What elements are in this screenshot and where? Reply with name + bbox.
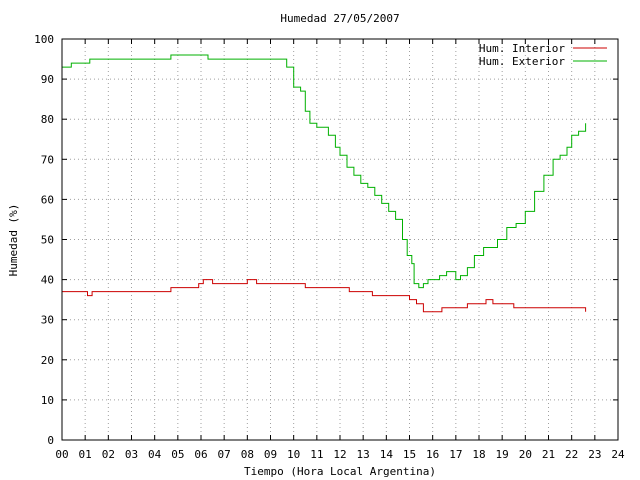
axis-ticks — [61, 38, 619, 441]
x-tick-label: 01 — [79, 448, 92, 461]
series-line-exterior — [62, 54, 587, 289]
x-tick-label: 09 — [264, 448, 277, 461]
y-tick-label: 30 — [41, 314, 54, 327]
x-tick-label: 15 — [403, 448, 416, 461]
x-tick-label: 14 — [380, 448, 394, 461]
x-tick-label: 13 — [357, 448, 370, 461]
x-tick-label: 16 — [426, 448, 439, 461]
x-tick-label: 02 — [102, 448, 115, 461]
x-axis-label: Tiempo (Hora Local Argentina) — [244, 465, 436, 478]
x-tick-label: 04 — [148, 448, 162, 461]
x-tick-label: 00 — [55, 448, 68, 461]
y-tick-label: 10 — [41, 394, 54, 407]
x-tick-label: 06 — [194, 448, 207, 461]
x-tick-label: 03 — [125, 448, 138, 461]
y-tick-label: 80 — [41, 113, 54, 126]
y-tick-label: 100 — [34, 33, 54, 46]
x-tick-labels: 00 01 02 03 04 05 06 07 08 09 10 11 12 13 14 15 16 17 18 19… — [55, 448, 625, 461]
y-tick-label: 90 — [41, 73, 54, 86]
x-tick-label: 08 — [241, 448, 254, 461]
x-tick-label: 22 — [565, 448, 578, 461]
x-tick-label: 07 — [218, 448, 231, 461]
x-tick-label: 23 — [588, 448, 601, 461]
x-tick-label: 12 — [333, 448, 346, 461]
x-tick-label: 24 — [611, 448, 625, 461]
series-line-interior — [62, 279, 587, 313]
y-tick-label: 20 — [41, 354, 54, 367]
x-tick-label: 10 — [287, 448, 300, 461]
x-tick-label: 05 — [171, 448, 184, 461]
x-tick-label: 18 — [472, 448, 485, 461]
y-tick-labels: 0 10 20 30 40 50 60 70 80 90 100 — [34, 33, 54, 447]
y-tick-label: 40 — [41, 274, 54, 287]
x-tick-label: 20 — [519, 448, 532, 461]
series-layer — [62, 54, 587, 313]
y-tick-label: 60 — [41, 193, 54, 206]
y-tick-label: 0 — [47, 434, 54, 447]
legend-label: Hum. Exterior — [479, 55, 565, 68]
x-tick-label: 17 — [449, 448, 462, 461]
grid-lines — [62, 39, 618, 440]
x-tick-label: 19 — [496, 448, 509, 461]
legend-label: Hum. Interior — [479, 42, 565, 55]
y-tick-label: 50 — [41, 234, 54, 247]
y-tick-label: 70 — [41, 153, 54, 166]
x-tick-label: 21 — [542, 448, 555, 461]
y-axis-label: Humedad (%) — [7, 204, 20, 277]
chart-title: Humedad 27/05/2007 — [280, 12, 399, 25]
x-tick-label: 11 — [310, 448, 323, 461]
